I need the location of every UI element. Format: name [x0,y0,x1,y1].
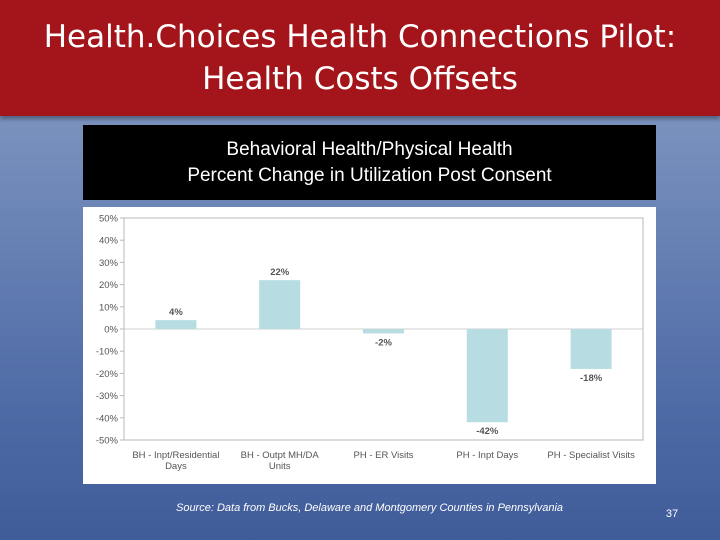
x-tick-label: BH - Outpt MH/DA [241,450,320,461]
y-tick-label: 0% [104,325,118,336]
y-tick-label: -10% [96,347,119,358]
data-label-3: -2% [375,337,392,348]
bar-2 [259,280,301,329]
y-tick-label: -30% [96,391,119,402]
x-tick-label: Units [269,461,291,472]
x-tick-label: Days [165,461,187,472]
y-tick-label: -20% [96,369,119,380]
data-label-2: 22% [270,267,290,278]
y-tick-label: 10% [99,302,119,313]
bar-1 [155,320,197,329]
x-tick-label: PH - Inpt Days [456,450,518,461]
x-tick-label: PH - ER Visits [353,450,413,461]
chart-title-box: Behavioral Health/Physical Health Percen… [83,125,656,200]
title-bar: Health.Choices Health Connections Pilot:… [0,0,720,116]
bar-5 [570,329,612,369]
slide-title-line-2: Health Costs Offsets [202,61,518,97]
y-tick-label: -50% [96,436,119,447]
chart-panel: 50% 40% 30% 20% 10% 0% -10% -20% -30% -40% -50% 4% B… [83,207,656,484]
x-tick-label: PH - Specialist Visits [547,450,635,461]
y-tick-label: 40% [99,236,119,247]
x-tick-label: BH - Inpt/Residential [132,450,219,461]
y-tick-label: 30% [99,258,119,269]
bar-4 [466,329,508,423]
bar-chart: 50% 40% 30% 20% 10% 0% -10% -20% -30% -40% -50% 4% B… [96,214,644,472]
chart-title-line-1: Behavioral Health/Physical Health [226,138,513,160]
y-tick-label: 20% [99,280,119,291]
data-label-4: -42% [476,426,499,437]
data-label-5: -18% [580,373,603,384]
source-note: Source: Data from Bucks, Delaware and Mo… [175,502,564,514]
y-tick-label: 50% [99,214,119,225]
slide-title-line-1: Health.Choices Health Connections Pilot: [43,19,677,55]
y-tick-label: -40% [96,413,119,424]
page-number: 37 [665,508,679,520]
bar-3 [363,329,404,334]
chart-title-line-2: Percent Change in Utilization Post Conse… [187,164,552,186]
data-label-1: 4% [169,307,183,318]
